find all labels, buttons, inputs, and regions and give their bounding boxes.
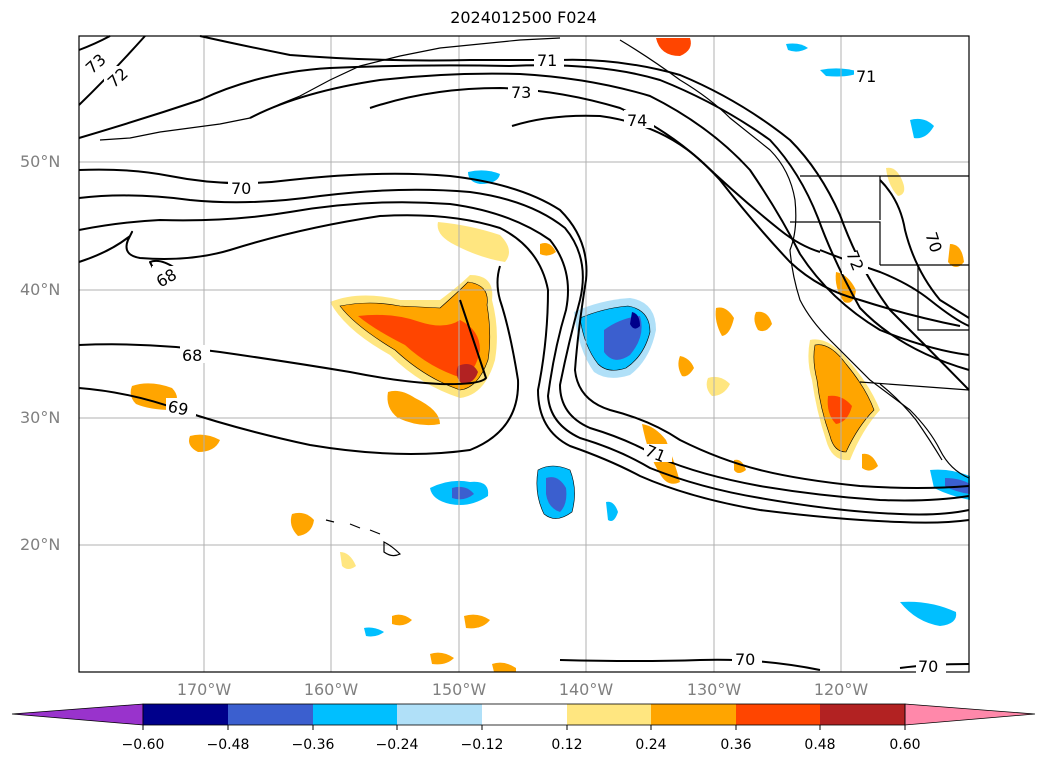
colorbar [11, 703, 1036, 730]
contour-label-group: 73 72 71 71 73 74 70 68 68 69 71 72 70 7… [82, 50, 946, 676]
colorbar-tick-label: 0.48 [804, 737, 836, 753]
contour-label: 68 [182, 346, 202, 365]
contour-label: 73 [511, 83, 531, 102]
contour-line [199, 35, 970, 391]
coastline-hawaii [325, 519, 402, 557]
lat-label: 40°N [20, 280, 61, 299]
positive-anomaly-region [130, 383, 177, 410]
lat-label: 50°N [20, 152, 61, 171]
colorbar-segment [736, 704, 820, 725]
anomaly-shading [130, 38, 970, 672]
colorbar-frame [142, 703, 906, 726]
positive-anomaly-region [437, 222, 509, 262]
negative-anomaly-region [630, 312, 640, 329]
colorbar-segment [651, 704, 736, 725]
map-title: 2024012500 F024 [450, 8, 597, 27]
colorbar-segment [313, 704, 397, 725]
contour-line [249, 72, 970, 356]
coastline-alaska [99, 37, 561, 141]
negative-anomaly-region [786, 43, 808, 52]
positive-anomaly-region [678, 356, 694, 377]
coastline-baja [879, 383, 943, 461]
contour-label: 71 [537, 51, 557, 70]
contour-label: 71 [856, 67, 876, 86]
positive-anomaly-region [464, 614, 490, 629]
lon-label: 120°W [813, 680, 869, 699]
negative-anomaly-region [606, 501, 618, 521]
positive-anomaly-region [948, 244, 964, 267]
colorbar-tick-label: −0.60 [121, 737, 165, 753]
negative-anomaly-region [820, 68, 860, 77]
contour-line [78, 64, 970, 371]
colorbar-segment [143, 704, 228, 725]
positive-anomaly-region [754, 311, 772, 332]
contour-line [78, 201, 970, 516]
positive-anomaly-region [492, 662, 516, 672]
contour-label: 70 [735, 650, 755, 669]
colorbar-extend-low [11, 703, 144, 726]
positive-anomaly-region [340, 552, 356, 569]
colorbar-tick-label: 0.36 [720, 737, 752, 753]
positive-anomaly-region [813, 344, 874, 452]
positive-anomaly-region [430, 652, 454, 665]
coastline-north-america [619, 39, 970, 479]
colorbar-segment [397, 704, 482, 725]
anomaly-outlines [339, 281, 875, 519]
contour-label: 69 [166, 397, 190, 420]
state-border [790, 176, 969, 331]
positive-anomaly-region [886, 167, 905, 196]
positive-anomaly-region [290, 512, 314, 536]
contour-line [78, 168, 970, 489]
colorbar-tick-label: 0.24 [635, 737, 667, 753]
lon-label: 150°W [431, 680, 487, 699]
colorbar-segment [567, 704, 651, 725]
colorbar-tick-label: −0.36 [291, 737, 335, 753]
positive-anomaly-region [827, 395, 852, 424]
lon-label: 170°W [176, 680, 232, 699]
colorbar-tick-label: 0.12 [551, 737, 583, 753]
positive-anomaly-region [706, 376, 730, 396]
contour-label: 70 [918, 657, 938, 676]
coastlines [99, 37, 970, 557]
contour-line [78, 214, 970, 524]
contour-label: 74 [627, 111, 647, 130]
colorbar-segment [482, 704, 567, 725]
positive-anomaly-region [656, 38, 691, 56]
colorbar-tick-label: 0.60 [889, 737, 921, 753]
positive-anomaly-region [358, 314, 480, 378]
positive-anomaly-region [862, 453, 878, 471]
positive-anomaly-region [456, 364, 478, 384]
colorbar-tick-label: −0.48 [206, 737, 250, 753]
lon-label: 130°W [686, 680, 742, 699]
positive-anomaly-region [540, 243, 556, 256]
colorbar-extend-high [904, 703, 1036, 726]
contour-label: 70 [231, 179, 251, 198]
border-usa-mexico [859, 381, 970, 391]
contour-line [78, 35, 111, 51]
negative-anomaly-region [910, 118, 934, 139]
colorbar-tick-label: −0.12 [460, 737, 504, 753]
negative-anomaly-region [546, 477, 567, 512]
contour-line [78, 188, 970, 502]
colorbar-segment [820, 704, 905, 725]
contour-line [879, 179, 970, 319]
positive-anomaly-region [387, 390, 440, 426]
negative-anomaly-region [452, 486, 474, 500]
positive-anomaly-region [392, 614, 412, 626]
contour-line [559, 658, 821, 671]
colorbar-tick-label: −0.24 [375, 737, 419, 753]
height-contours [78, 35, 970, 671]
contour-line [511, 114, 821, 253]
lon-label: 160°W [303, 680, 359, 699]
negative-anomaly-region [364, 627, 384, 637]
colorbar-segment [228, 704, 313, 725]
lat-label: 20°N [20, 535, 61, 554]
map-frame [78, 35, 970, 673]
positive-anomaly-region [715, 307, 734, 336]
lat-label: 30°N [20, 408, 61, 427]
negative-anomaly-region [900, 601, 957, 626]
contour-line [78, 299, 487, 386]
lon-label: 140°W [558, 680, 614, 699]
